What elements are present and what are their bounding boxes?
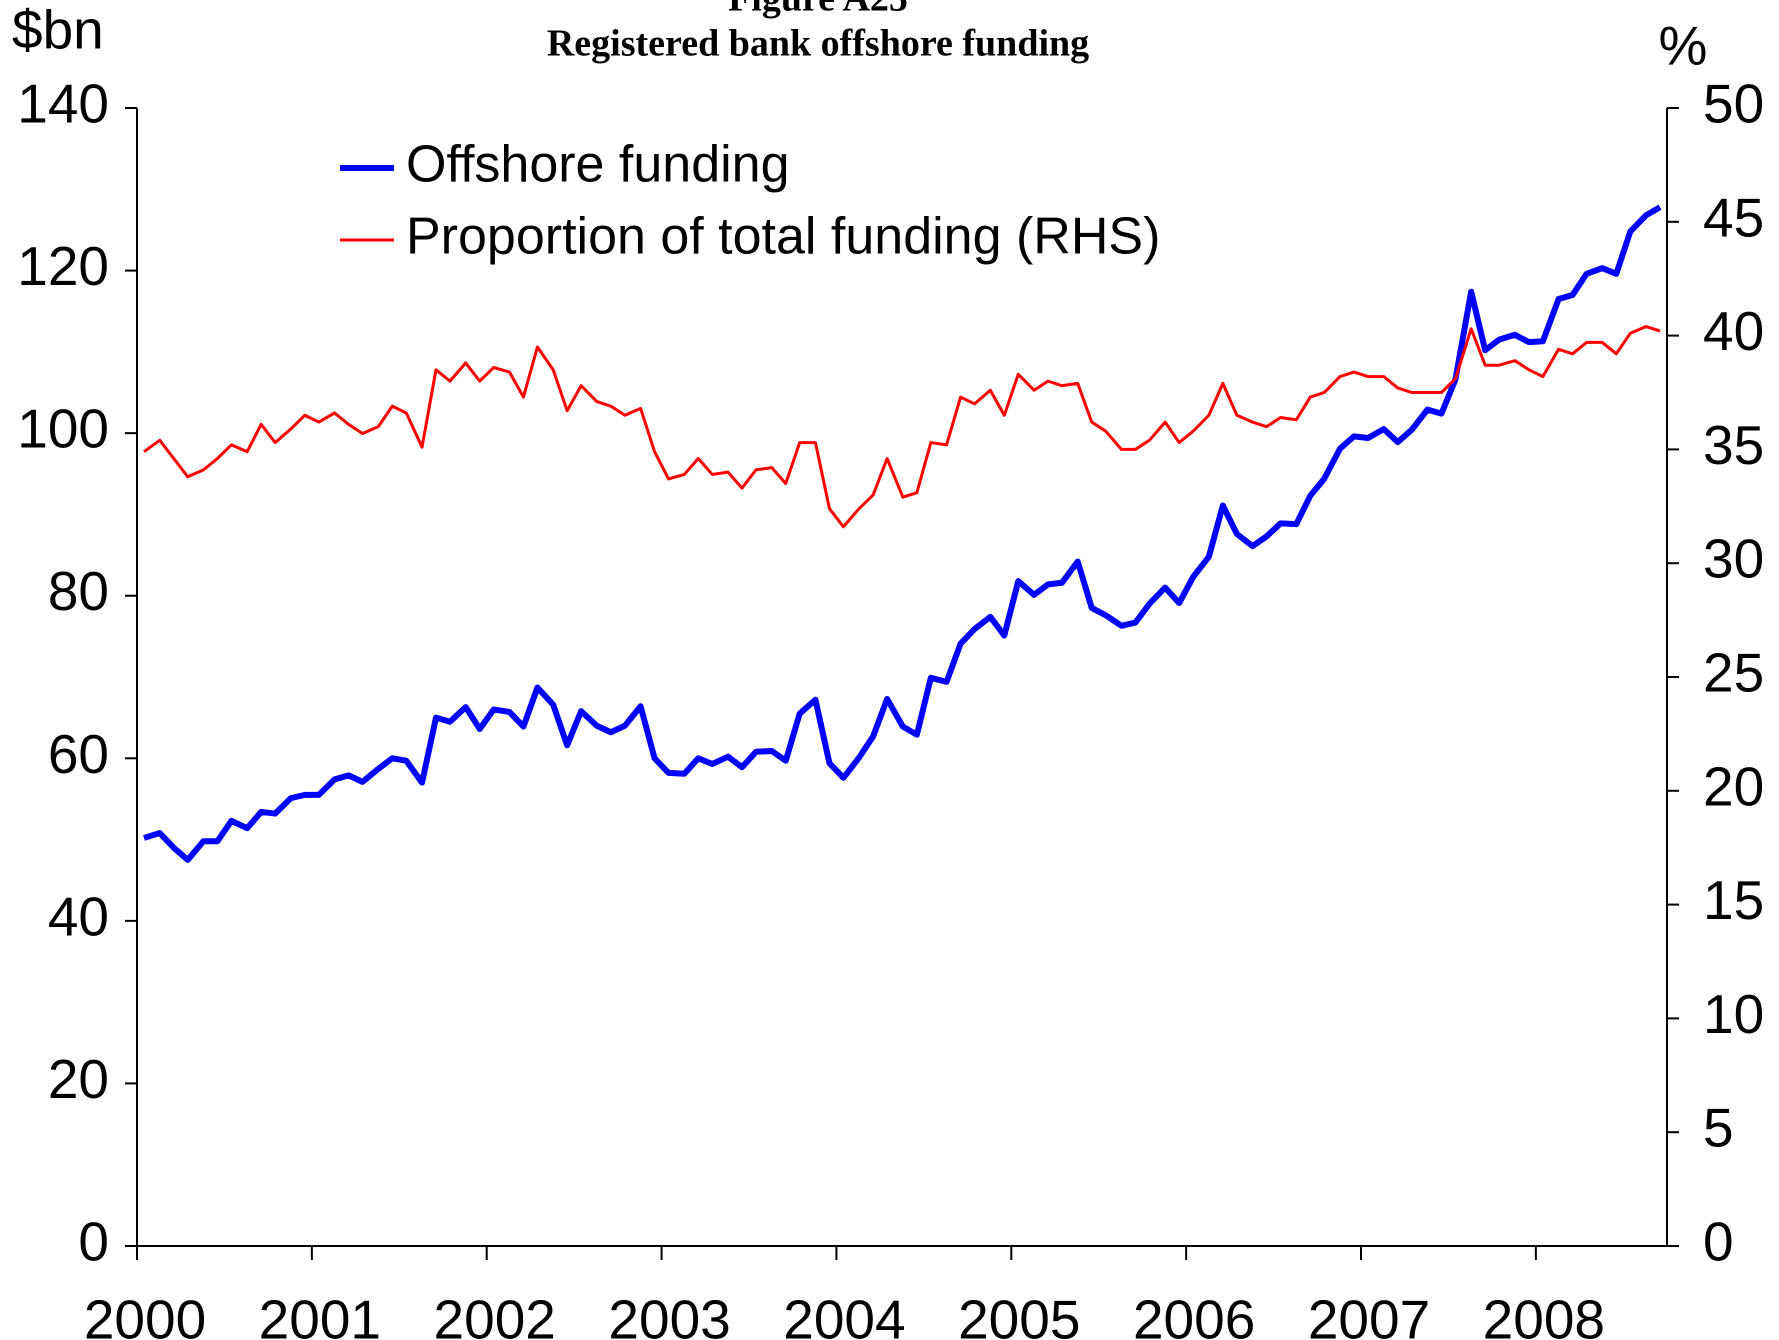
x-tick-label: 2007: [1308, 1289, 1430, 1340]
x-tick-label: 2005: [958, 1289, 1080, 1340]
x-tick-label: 2008: [1483, 1289, 1605, 1340]
y-tick-label: 0: [78, 1211, 109, 1273]
y-tick-label: 40: [48, 885, 109, 947]
x-tick-label: 2004: [783, 1289, 905, 1340]
y2-tick-label: 15: [1703, 869, 1764, 931]
y2-axis-label: %: [1659, 15, 1708, 77]
y2-tick-label: 25: [1703, 642, 1764, 704]
data-line: [143, 324, 1661, 529]
x-tick-label: 2003: [608, 1289, 730, 1340]
x-tick-label: 2001: [259, 1289, 381, 1340]
y2-tick-label: 40: [1703, 300, 1764, 362]
y-axis-label: $bn: [12, 0, 104, 61]
y-tick-label: 20: [48, 1048, 109, 1110]
chart-subtitle: Registered bank offshore funding: [547, 23, 1089, 65]
y2-tick-label: 5: [1703, 1097, 1734, 1159]
y2-tick-label: 30: [1703, 528, 1764, 590]
legend-label: Offshore funding: [406, 136, 790, 194]
y2-tick-label: 20: [1703, 755, 1764, 817]
data-line: [143, 204, 1662, 863]
y2-tick-label: 35: [1703, 414, 1764, 476]
x-tick-label: 2000: [84, 1289, 206, 1340]
chart-title: Figure A25: [728, 0, 908, 20]
y-tick-label: 100: [17, 398, 109, 460]
x-tick-label: 2006: [1133, 1289, 1255, 1340]
y2-tick-label: 10: [1703, 983, 1764, 1045]
y-tick-label: 140: [17, 73, 109, 135]
y-tick-label: 120: [17, 235, 109, 297]
y-tick-label: 60: [48, 723, 109, 785]
legend-label: Proportion of total funding (RHS): [406, 208, 1160, 266]
y2-tick-label: 0: [1703, 1211, 1734, 1273]
y2-tick-label: 50: [1703, 73, 1764, 135]
y2-tick-label: 45: [1703, 186, 1764, 248]
y-tick-label: 80: [48, 560, 109, 622]
x-tick-label: 2002: [434, 1289, 556, 1340]
